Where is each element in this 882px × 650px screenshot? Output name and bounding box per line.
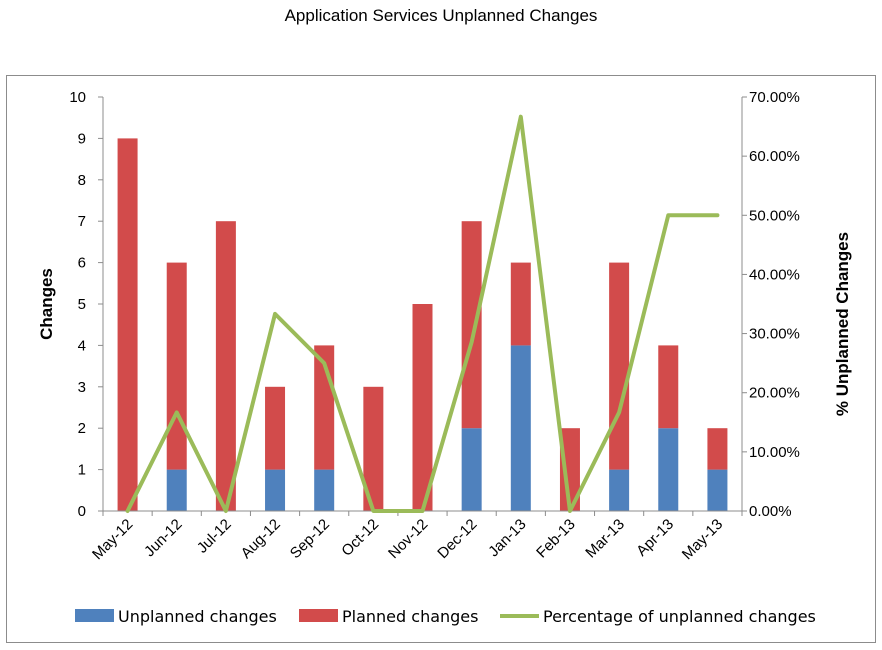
y-tick-label-4: 4 (78, 337, 86, 354)
y-tick-label-1: 1 (78, 462, 86, 479)
bar-planned-1 (166, 262, 187, 470)
y2-tick-label-5: 50.00% (749, 207, 800, 224)
legend: Unplanned changes Planned changes Percenta… (75, 607, 816, 626)
bar-unplanned-1 (166, 469, 187, 511)
bar-unplanned-12 (707, 469, 728, 511)
bar-planned-2 (215, 221, 236, 511)
bar-unplanned-3 (265, 469, 286, 511)
bar-planned-7 (461, 221, 482, 429)
x-tick-label-9: Feb-13 (533, 516, 579, 562)
legend-swatch-planned (299, 609, 338, 622)
bar-planned-6 (412, 304, 433, 511)
bar-unplanned-11 (658, 428, 679, 511)
labels-layer: 0 1 2 3 4 5 6 7 8 9 10 0.00% 10.00% 20.00% 30.00% 40.00… (37, 89, 852, 563)
bar-planned-9 (559, 428, 580, 511)
bar-planned-10 (609, 262, 630, 470)
x-tick-label-10: Mar-13 (582, 516, 628, 562)
bar-planned-5 (363, 386, 384, 511)
bar-planned-0 (117, 138, 138, 511)
bar-unplanned-8 (510, 345, 531, 511)
x-tick-label-5: Oct-12 (338, 516, 382, 560)
legend-label-percentage: Percentage of unplanned changes (543, 607, 816, 626)
legend-label-unplanned: Unplanned changes (118, 607, 277, 626)
x-tick-label-11: Apr-13 (633, 516, 677, 560)
x-tick-label-8: Jan-13 (485, 516, 529, 560)
line-layer (125, 114, 720, 513)
y2-tick-label-4: 40.00% (749, 266, 800, 283)
y2-tick-label-1: 10.00% (749, 444, 800, 461)
bar-planned-3 (265, 386, 286, 470)
x-tick-label-12: May-13 (679, 516, 726, 563)
x-tick-label-7: Dec-12 (434, 516, 480, 562)
y2-tick-label-6: 60.00% (749, 148, 800, 165)
y-tick-label-9: 9 (78, 130, 86, 147)
x-tick-label-4: Sep-12 (287, 516, 333, 562)
bar-planned-12 (707, 428, 728, 470)
y-tick-label-10: 10 (69, 89, 86, 106)
bar-unplanned-10 (609, 469, 630, 511)
x-tick-label-1: Jun-12 (141, 516, 185, 560)
x-tick-label-0: May-12 (89, 516, 136, 563)
y-tick-label-3: 3 (78, 379, 86, 396)
legend-swatch-unplanned (75, 609, 114, 622)
y-tick-label-2: 2 (78, 420, 86, 437)
y2-tick-label-0: 0.00% (749, 503, 792, 520)
y2-axis-title: % Unplanned Changes (833, 232, 852, 416)
chart-frame (6, 75, 876, 643)
y-axis-title: Changes (37, 268, 56, 340)
y-tick-label-8: 8 (78, 172, 86, 189)
y-tick-label-5: 5 (78, 296, 86, 313)
bar-planned-8 (510, 262, 531, 346)
y2-tick-label-3: 30.00% (749, 326, 800, 343)
bars-layer (117, 138, 728, 511)
y-tick-label-6: 6 (78, 255, 86, 272)
chart-title: Application Services Unplanned Changes (284, 6, 598, 25)
x-tick-label-3: Aug-12 (238, 516, 284, 562)
x-tick-label-6: Nov-12 (385, 516, 431, 562)
x-tick-label-2: Jul-12 (194, 516, 235, 557)
bar-unplanned-4 (314, 469, 335, 511)
y-tick-label-7: 7 (78, 213, 86, 230)
y-tick-label-0: 0 (78, 503, 86, 520)
bar-unplanned-7 (461, 428, 482, 511)
bar-planned-11 (658, 345, 679, 429)
y2-tick-label-2: 20.00% (749, 385, 800, 402)
y2-tick-label-7: 70.00% (749, 89, 800, 106)
legend-label-planned: Planned changes (342, 607, 478, 626)
